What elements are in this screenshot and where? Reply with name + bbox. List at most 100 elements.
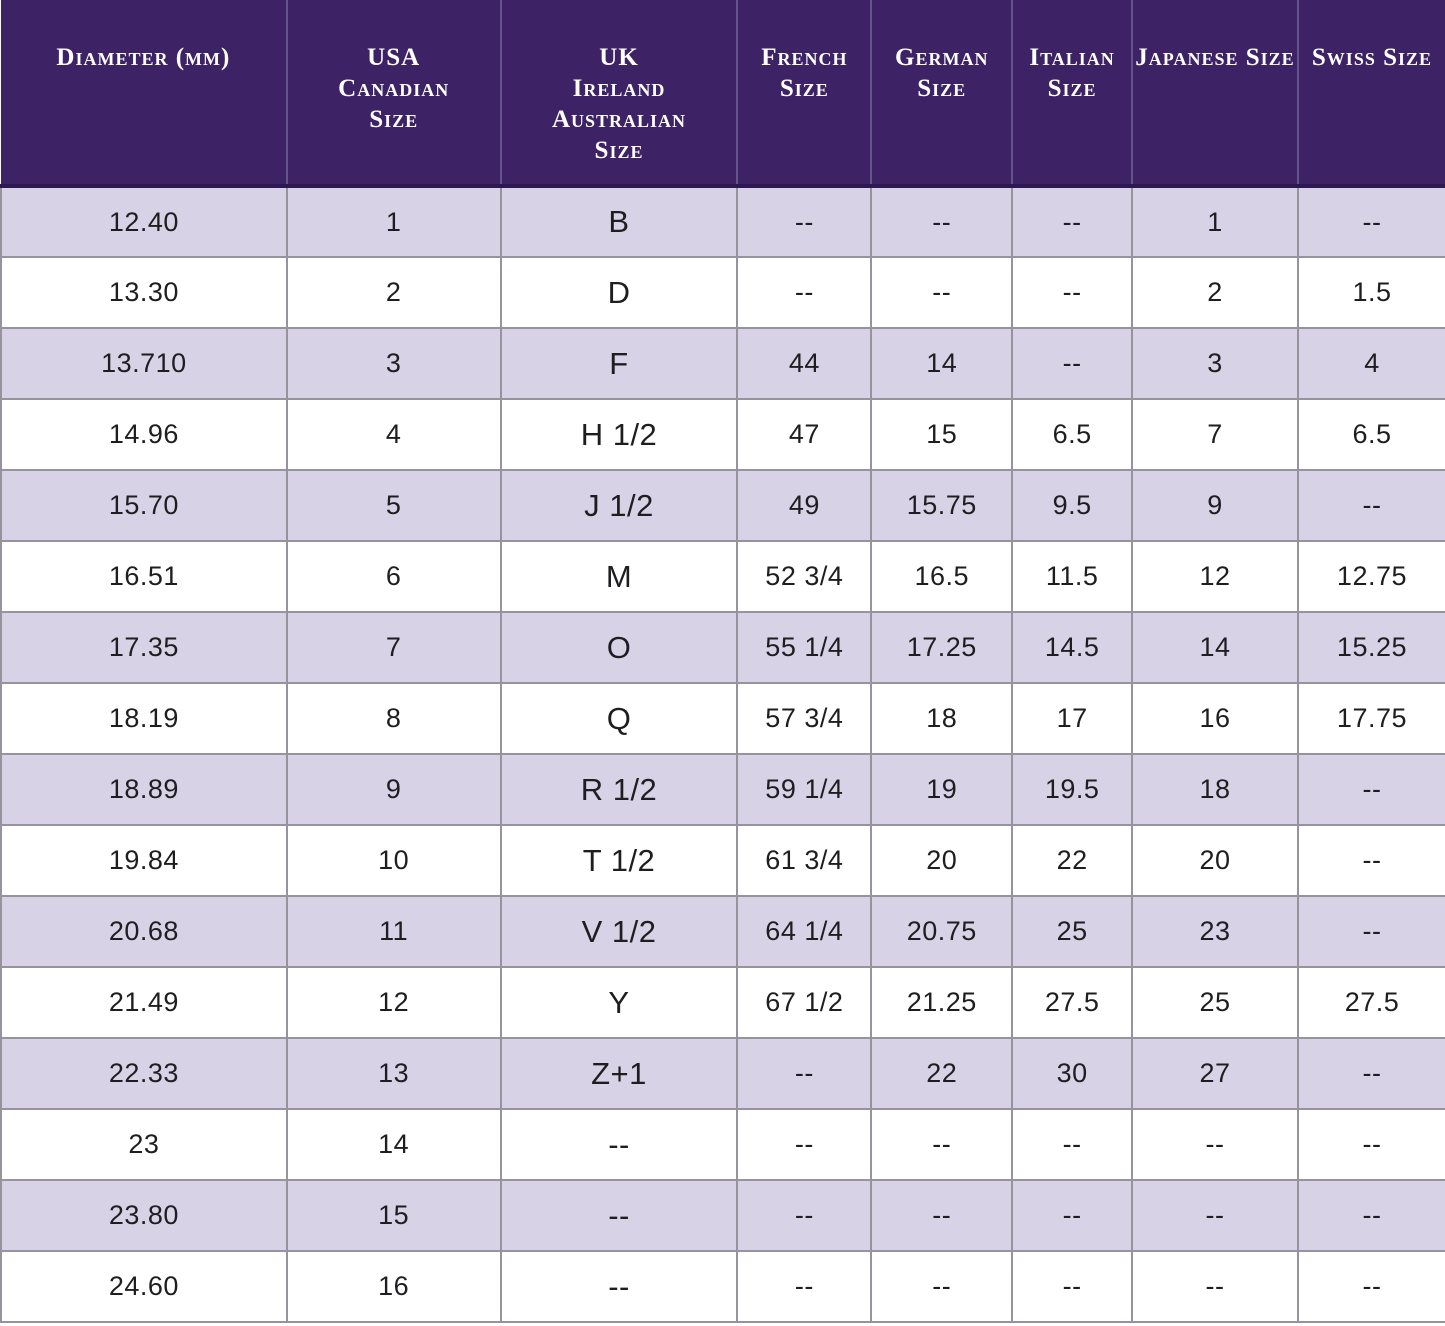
- table-cell: 15: [285, 1179, 502, 1252]
- table-cell: 16.51: [0, 540, 288, 613]
- table-cell: 17.35: [0, 611, 288, 684]
- table-cell: --: [870, 1108, 1014, 1181]
- table-cell: 3: [1131, 327, 1299, 400]
- table-cell: Y: [499, 966, 739, 1039]
- table-cell: 15.70: [0, 469, 288, 542]
- table-cell: 6.5: [1296, 398, 1445, 471]
- table-cell: 27: [1131, 1037, 1299, 1110]
- table-cell: 11: [285, 895, 502, 968]
- table-cell: 20.68: [0, 895, 288, 968]
- table-cell: --: [1131, 1108, 1299, 1181]
- table-cell: --: [1011, 1250, 1134, 1323]
- table-cell: J 1/2: [499, 469, 739, 542]
- table-cell: V 1/2: [499, 895, 739, 968]
- column-header: Italian Size: [1012, 0, 1134, 188]
- table-cell: --: [1011, 185, 1134, 258]
- table-cell: 23: [0, 1108, 288, 1181]
- table-cell: --: [736, 256, 873, 329]
- table-row: 24.60 16 -- -- -- -- -- --: [0, 1250, 1445, 1323]
- table-cell: 44: [736, 327, 873, 400]
- table-row: 13.30 2 D -- -- -- 2 1.5: [0, 256, 1445, 329]
- table-cell: 59 1/4: [736, 753, 873, 826]
- table-cell: 10: [285, 824, 502, 897]
- table-cell: --: [1296, 1250, 1445, 1323]
- table-cell: 27.5: [1296, 966, 1445, 1039]
- table-row: 17.35 7 O 55 1/4 17.25 14.5 14 15.25: [0, 611, 1445, 684]
- table-cell: --: [1011, 256, 1134, 329]
- table-cell: 14.96: [0, 398, 288, 471]
- table-cell: 14.5: [1011, 611, 1134, 684]
- table-row: 20.68 11 V 1/2 64 1/4 20.75 25 23 --: [0, 895, 1445, 968]
- header-row: Diameter (mm) USA Canadian Size UK Ireland…: [1, 0, 1445, 188]
- table-cell: 9.5: [1011, 469, 1134, 542]
- table-cell: --: [870, 185, 1014, 258]
- table-cell: 17.75: [1296, 682, 1445, 755]
- table-cell: Q: [499, 682, 739, 755]
- table-cell: --: [499, 1179, 739, 1252]
- table-cell: --: [1131, 1179, 1299, 1252]
- table-cell: 16: [1131, 682, 1299, 755]
- table-cell: 17.25: [870, 611, 1014, 684]
- table-row: 15.70 5 J 1/2 49 15.75 9.5 9 --: [0, 469, 1445, 542]
- column-header: German Size: [871, 0, 1014, 188]
- table-cell: 25: [1011, 895, 1134, 968]
- column-header: French Size: [737, 0, 873, 188]
- table-cell: --: [1011, 327, 1134, 400]
- table-cell: --: [736, 1250, 873, 1323]
- table-cell: 13.30: [0, 256, 288, 329]
- column-header: Diameter (mm): [1, 0, 288, 188]
- table-cell: 14: [1131, 611, 1299, 684]
- table-cell: 19.84: [0, 824, 288, 897]
- column-header: UK Ireland Australian Size: [500, 0, 739, 188]
- table-cell: 19: [870, 753, 1014, 826]
- table-cell: 13: [285, 1037, 502, 1110]
- table-cell: --: [736, 1037, 873, 1110]
- table-cell: --: [736, 185, 873, 258]
- table-cell: 61 3/4: [736, 824, 873, 897]
- table-row: 13.710 3 F 44 14 -- 3 4: [0, 327, 1445, 400]
- table-cell: --: [1296, 1037, 1445, 1110]
- table-cell: 4: [1296, 327, 1445, 400]
- table-cell: 18: [870, 682, 1014, 755]
- table-cell: --: [870, 1179, 1014, 1252]
- table-cell: --: [736, 1108, 873, 1181]
- table-cell: --: [736, 1179, 873, 1252]
- table-cell: 5: [285, 469, 502, 542]
- table-header: Diameter (mm) USA Canadian Size UK Ireland…: [1, 0, 1445, 188]
- table-cell: 2: [1131, 256, 1299, 329]
- table-cell: --: [1296, 1108, 1445, 1181]
- table-cell: 20: [1131, 824, 1299, 897]
- table-row: 14.96 4 H 1/2 47 15 6.5 7 6.5: [0, 398, 1445, 471]
- table-cell: 30: [1011, 1037, 1134, 1110]
- table-cell: 55 1/4: [736, 611, 873, 684]
- table-row: 18.89 9 R 1/2 59 1/4 19 19.5 18 --: [0, 753, 1445, 826]
- table-cell: 13.710: [0, 327, 288, 400]
- table-cell: --: [1296, 1179, 1445, 1252]
- table-row: 21.49 12 Y 67 1/2 21.25 27.5 25 27.5: [0, 966, 1445, 1039]
- table-cell: 8: [285, 682, 502, 755]
- table-cell: 49: [736, 469, 873, 542]
- table-cell: 16: [285, 1250, 502, 1323]
- table-cell: 25: [1131, 966, 1299, 1039]
- table-row: 19.84 10 T 1/2 61 3/4 20 22 20 --: [0, 824, 1445, 897]
- table-cell: 19.5: [1011, 753, 1134, 826]
- table-cell: T 1/2: [499, 824, 739, 897]
- table-cell: 20: [870, 824, 1014, 897]
- table-cell: 52 3/4: [736, 540, 873, 613]
- table-cell: 4: [285, 398, 502, 471]
- table-cell: 1.5: [1296, 256, 1445, 329]
- table-cell: --: [1296, 824, 1445, 897]
- table-cell: 7: [1131, 398, 1299, 471]
- table-cell: M: [499, 540, 739, 613]
- table-body: 12.40 1 B -- -- -- 1 -- 13.30 2 D -- -- -- 2 1.5 13.710 3…: [0, 185, 1445, 1323]
- table-cell: 12: [1131, 540, 1299, 613]
- table-cell: --: [870, 256, 1014, 329]
- table-row: 18.19 8 Q 57 3/4 18 17 16 17.75: [0, 682, 1445, 755]
- table-row: 22.33 13 Z+1 -- 22 30 27 --: [0, 1037, 1445, 1110]
- table-cell: 6: [285, 540, 502, 613]
- table-cell: 15: [870, 398, 1014, 471]
- table-cell: --: [499, 1108, 739, 1181]
- table-cell: --: [1011, 1179, 1134, 1252]
- table-cell: 7: [285, 611, 502, 684]
